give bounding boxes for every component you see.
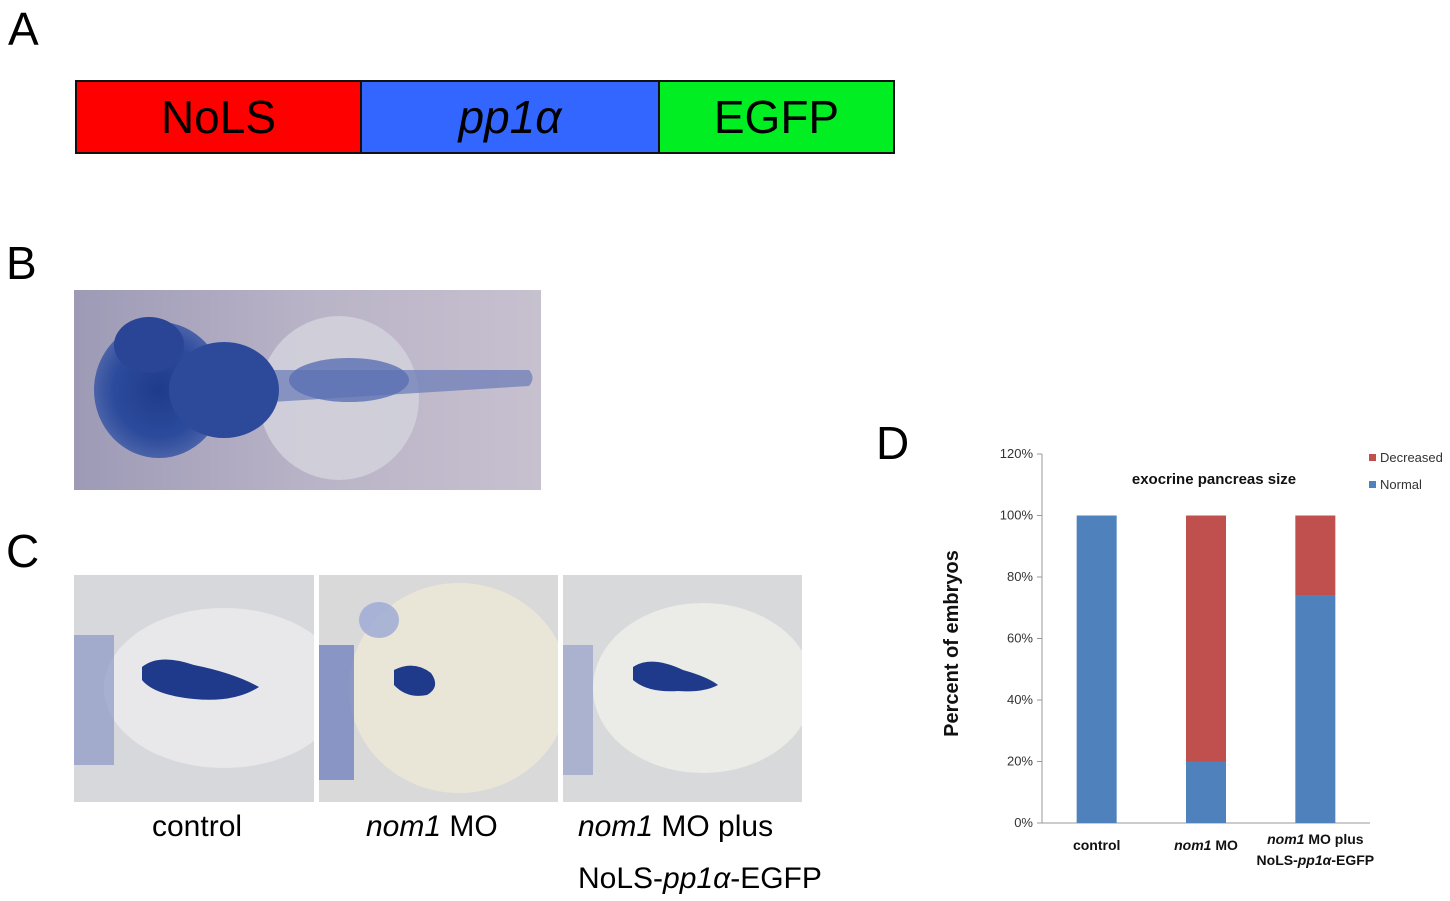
panel-label-c: C <box>6 525 40 577</box>
construct-segment-pp1a-label: pp1α <box>458 91 562 143</box>
y-tick-label: 80% <box>1007 569 1033 584</box>
caption-nom1-mo-gene: nom1 <box>366 810 442 843</box>
panel-label-d: D <box>876 417 910 469</box>
construct-segment-nols: NoLS <box>77 82 360 152</box>
embryo-image-nom1-mo <box>319 575 558 802</box>
construct-segment-egfp: EGFP <box>658 82 893 152</box>
embryo-image-control <box>74 575 314 802</box>
legend-label-decreased: Decreased <box>1380 450 1443 465</box>
embryo-in-situ-image <box>74 290 541 490</box>
caption-construct: NoLS-pp1α-EGFP <box>578 864 822 894</box>
legend-swatch-normal <box>1369 481 1376 488</box>
panel-label-a: A <box>8 3 39 55</box>
embryo-image-nom1-mo-plus-construct <box>563 575 802 802</box>
bars <box>1076 515 1336 823</box>
y-tick-label: 60% <box>1007 631 1033 646</box>
caption-nom1-mo-plus-rest: MO plus <box>653 810 774 843</box>
construct-diagram: NoLS pp1α EGFP <box>75 80 895 154</box>
chart-title: exocrine pancreas size <box>1132 471 1296 488</box>
bar-decreased <box>1186 515 1226 762</box>
x-axis-categories: control nom1 MO nom1 MO plus NoLS-pp1α-EGFP <box>1073 831 1374 868</box>
caption-nom1-mo-plus-gene: nom1 <box>578 810 654 843</box>
y-tick-label: 120% <box>1000 446 1034 461</box>
x-category-label-line2: NoLS-pp1α-EGFP <box>1257 852 1375 868</box>
y-axis-label: Percent of embryos <box>941 550 963 737</box>
y-tick-label: 100% <box>1000 508 1034 523</box>
bar-normal <box>1076 515 1117 823</box>
bar-decreased <box>1295 515 1336 596</box>
caption-construct-prefix: NoLS- <box>578 862 664 895</box>
caption-control: control <box>152 812 242 842</box>
construct-segment-nols-label: NoLS <box>160 91 277 143</box>
caption-control-text: control <box>152 810 243 843</box>
caption-construct-gene: pp1α <box>663 862 731 895</box>
construct-segment-pp1a: pp1α <box>360 82 658 152</box>
chart-legend: Decreased Normal <box>1369 450 1443 492</box>
panel-label-b: B <box>6 237 37 289</box>
x-category-label: nom1 MO <box>1174 837 1238 853</box>
caption-nom1-mo-plus: nom1 MO plus <box>578 812 773 842</box>
x-category-label: control <box>1073 837 1120 853</box>
y-tick-label: 20% <box>1007 754 1033 769</box>
legend-swatch-decreased <box>1369 454 1376 461</box>
x-category-label: nom1 MO plus <box>1267 831 1364 847</box>
stacked-bar-chart: 0% 20% 40% 60% 80% 100% 120% control nom1 MO nom… <box>941 446 1443 868</box>
y-tick-label: 0% <box>1014 815 1033 830</box>
legend-label-normal: Normal <box>1380 477 1422 492</box>
caption-nom1-mo-rest: MO <box>441 810 498 843</box>
bar-normal <box>1186 761 1226 823</box>
construct-segment-egfp-label: EGFP <box>713 91 840 143</box>
bar-normal <box>1295 595 1336 823</box>
y-axis-ticks: 0% 20% 40% 60% 80% 100% 120% <box>1000 446 1042 830</box>
y-tick-label: 40% <box>1007 692 1033 707</box>
caption-construct-suffix: -EGFP <box>730 862 822 895</box>
caption-nom1-mo: nom1 MO <box>366 812 498 842</box>
